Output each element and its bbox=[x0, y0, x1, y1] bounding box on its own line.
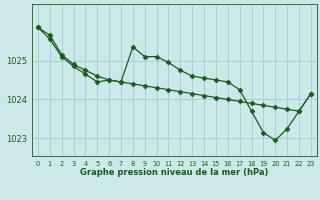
X-axis label: Graphe pression niveau de la mer (hPa): Graphe pression niveau de la mer (hPa) bbox=[80, 168, 268, 177]
